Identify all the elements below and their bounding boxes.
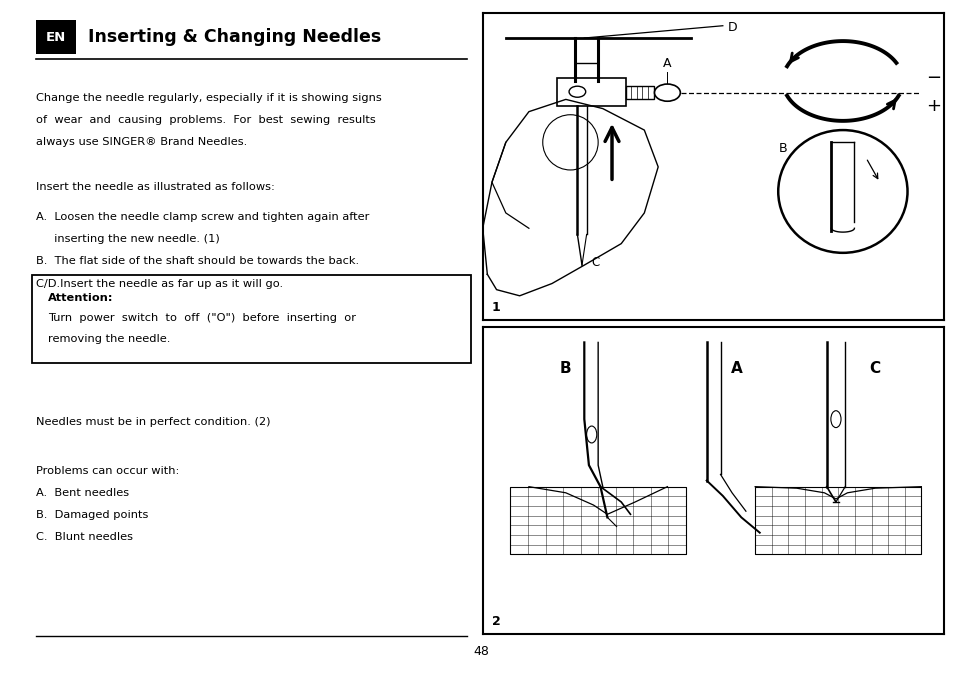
FancyBboxPatch shape <box>625 85 653 100</box>
Text: A: A <box>662 57 671 70</box>
Circle shape <box>654 84 679 101</box>
Text: B.  Damaged points: B. Damaged points <box>36 510 149 520</box>
Text: B: B <box>778 141 786 155</box>
Text: C: C <box>869 361 880 376</box>
Text: Turn  power  switch  to  off  ("O")  before  inserting  or: Turn power switch to off ("O") before in… <box>48 313 355 323</box>
FancyBboxPatch shape <box>510 487 685 554</box>
Text: Inserting & Changing Needles: Inserting & Changing Needles <box>88 28 380 46</box>
Text: A.  Bent needles: A. Bent needles <box>36 488 129 498</box>
Text: of  wear  and  causing  problems.  For  best  sewing  results: of wear and causing problems. For best s… <box>36 115 375 125</box>
Text: A: A <box>730 361 741 376</box>
Text: Insert the needle as illustrated as follows:: Insert the needle as illustrated as foll… <box>36 182 274 192</box>
Text: EN: EN <box>46 30 66 44</box>
Text: removing the needle.: removing the needle. <box>48 334 171 345</box>
Text: +: + <box>925 96 940 114</box>
Text: Needles must be in perfect condition. (2): Needles must be in perfect condition. (2… <box>36 417 271 427</box>
Text: 48: 48 <box>474 645 489 658</box>
FancyBboxPatch shape <box>36 20 75 54</box>
Text: 2: 2 <box>492 614 500 628</box>
Text: B.  The flat side of the shaft should be towards the back.: B. The flat side of the shaft should be … <box>36 256 359 267</box>
FancyBboxPatch shape <box>32 275 471 363</box>
FancyBboxPatch shape <box>755 487 921 554</box>
Text: inserting the new needle. (1): inserting the new needle. (1) <box>36 234 219 244</box>
Text: Change the needle regularly, especially if it is showing signs: Change the needle regularly, especially … <box>36 93 381 103</box>
Text: A.  Loosen the needle clamp screw and tighten again after: A. Loosen the needle clamp screw and tig… <box>36 212 369 222</box>
Text: C: C <box>591 256 598 269</box>
Text: B: B <box>559 361 571 376</box>
Text: C/D.Insert the needle as far up as it will go.: C/D.Insert the needle as far up as it wi… <box>36 279 283 289</box>
Text: C.  Blunt needles: C. Blunt needles <box>36 532 133 542</box>
FancyBboxPatch shape <box>556 78 625 106</box>
Text: D: D <box>727 21 737 34</box>
Text: −: − <box>925 69 940 87</box>
Text: Problems can occur with:: Problems can occur with: <box>36 466 179 476</box>
Text: always use SINGER® Brand Needles.: always use SINGER® Brand Needles. <box>36 137 247 147</box>
Text: 1: 1 <box>492 301 500 314</box>
Text: Attention:: Attention: <box>48 293 113 303</box>
